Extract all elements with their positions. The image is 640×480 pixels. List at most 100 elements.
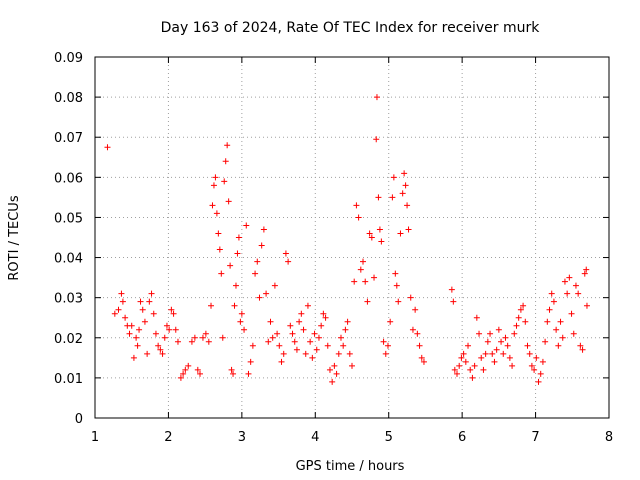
data-point (331, 362, 338, 369)
data-point (128, 322, 135, 329)
data-point (387, 318, 394, 325)
data-point (509, 362, 516, 369)
x-tick-label: 8 (605, 430, 613, 445)
data-point (300, 326, 307, 333)
data-point (454, 370, 461, 377)
data-point (322, 314, 329, 321)
data-point (285, 258, 292, 265)
data-point (405, 226, 412, 233)
data-point (269, 334, 276, 341)
data-point (136, 326, 143, 333)
data-point (263, 290, 270, 297)
data-point (340, 342, 347, 349)
data-point (293, 346, 300, 353)
data-point (235, 234, 242, 241)
data-point (349, 362, 355, 369)
data-point (161, 334, 168, 341)
data-point (307, 338, 314, 345)
data-point (450, 298, 457, 305)
y-tick-label: 0.04 (54, 252, 83, 267)
data-point (265, 338, 272, 345)
data-point (506, 354, 513, 361)
data-point (159, 350, 166, 357)
data-point (491, 358, 498, 365)
data-point (502, 334, 509, 341)
data-point (412, 306, 419, 313)
data-point (390, 174, 397, 181)
data-point (216, 246, 223, 253)
data-point (395, 298, 402, 305)
y-axis-tick-labels: 0 0.01 0.02 0.03 0.04 0.05 0.06 0.07 0.08 0.09 (54, 51, 83, 427)
y-tick-label: 0.06 (54, 171, 83, 186)
x-axis-ticks (94, 57, 610, 418)
data-point (414, 330, 421, 337)
data-point (315, 334, 322, 341)
data-point (258, 242, 265, 249)
x-tick-label: 6 (458, 430, 466, 445)
data-point (157, 346, 164, 353)
data-point (559, 334, 566, 341)
data-point (122, 314, 129, 321)
data-point (579, 346, 586, 353)
data-point (225, 198, 232, 205)
data-point (524, 342, 531, 349)
data-point (557, 318, 564, 325)
data-point (522, 318, 529, 325)
data-point (139, 306, 146, 313)
data-point (465, 342, 472, 349)
data-point (228, 366, 235, 373)
data-point (550, 298, 557, 305)
data-point (456, 362, 463, 369)
data-point (389, 194, 396, 201)
data-point (111, 310, 118, 317)
x-tick-label: 2 (164, 430, 172, 445)
grid (95, 57, 609, 418)
data-point (118, 290, 125, 297)
data-point (373, 136, 380, 143)
data-point (378, 238, 385, 245)
data-point (141, 318, 148, 325)
data-point (210, 182, 217, 189)
data-point (230, 370, 237, 377)
data-point (537, 370, 544, 377)
data-point (133, 334, 140, 341)
data-point (243, 222, 250, 229)
data-point (232, 282, 239, 289)
data-point (539, 358, 546, 365)
y-axis-ticks (95, 56, 609, 419)
data-point (155, 342, 162, 349)
data-point (150, 310, 157, 317)
data-point (137, 298, 144, 305)
y-tick-label: 0.03 (54, 292, 83, 307)
data-point (583, 266, 590, 273)
x-tick-label: 3 (238, 430, 246, 445)
x-axis-label: GPS time / hours (296, 459, 405, 474)
data-point (528, 362, 535, 369)
data-point (182, 366, 189, 373)
data-point (564, 290, 571, 297)
chart-title: Day 163 of 2024, Rate Of TEC Index for r… (161, 20, 541, 36)
data-point (476, 330, 483, 337)
data-point (360, 258, 367, 265)
data-point (375, 194, 382, 201)
data-point (344, 318, 351, 325)
data-point (513, 322, 520, 329)
data-point (484, 338, 491, 345)
data-point (249, 342, 256, 349)
data-point (172, 326, 179, 333)
data-point (256, 294, 263, 301)
data-point (548, 290, 555, 297)
data-point (487, 330, 494, 337)
data-point (404, 202, 411, 209)
data-point (224, 142, 231, 149)
data-point (371, 274, 378, 281)
data-point (185, 362, 192, 369)
y-tick-label: 0.05 (54, 211, 83, 226)
data-point (219, 334, 226, 341)
data-point (462, 358, 469, 365)
data-point (152, 330, 159, 337)
data-point (493, 346, 500, 353)
data-point (318, 322, 325, 329)
data-point (337, 334, 344, 341)
data-point (526, 350, 533, 357)
